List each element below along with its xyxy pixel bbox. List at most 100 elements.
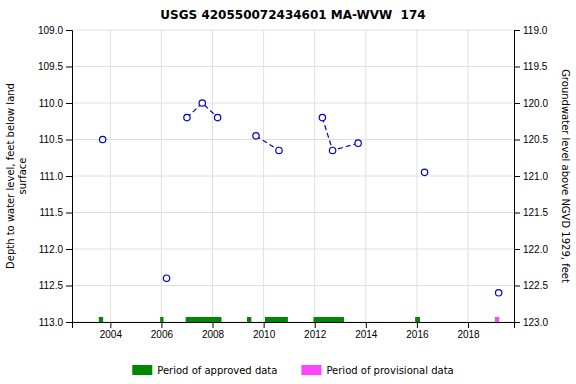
legend-item: Period of provisional data: [301, 365, 453, 376]
tick: 122.0: [514, 244, 548, 255]
tick-label: 2010: [253, 329, 276, 340]
tick: 110.5: [39, 134, 72, 145]
grid-line: [72, 249, 514, 250]
tick: 2014: [355, 322, 378, 340]
tick-label: 121.0: [523, 171, 548, 182]
tick-label: 2004: [100, 329, 123, 340]
tick-mark: [66, 213, 72, 214]
chart: 20042006200820102012201420162018109.0109…: [0, 0, 576, 384]
tick: 2010: [253, 322, 276, 340]
axis-line: [73, 323, 515, 329]
axis-line: [66, 31, 73, 323]
grid-line: [72, 176, 514, 177]
tick-mark: [66, 30, 72, 31]
tick-label: 112.5: [39, 280, 64, 291]
point: [421, 169, 427, 175]
tick-label: 109.0: [38, 25, 63, 36]
tick: 109.5: [38, 61, 72, 72]
tick: 111.5: [39, 207, 72, 218]
legend-swatch: [132, 365, 152, 375]
tick-mark: [110, 322, 111, 328]
point: [99, 136, 105, 142]
tick: 121.0: [514, 171, 548, 182]
tick: 112.0: [39, 244, 72, 255]
x-axis: 2004 2006 2008 2010 2012 2014 2016 2018: [73, 322, 515, 340]
tick: 112.5: [39, 280, 72, 291]
period-bar: [265, 317, 288, 322]
tick-mark: [514, 30, 520, 31]
tick-mark: [213, 322, 214, 328]
tick-mark: [264, 322, 265, 328]
point: [355, 140, 361, 146]
axis-line: [515, 31, 521, 323]
tick: 113.0: [39, 317, 72, 328]
tick-mark: [514, 322, 520, 323]
tick-mark: [66, 322, 72, 323]
legend-label: Period of approved data: [157, 365, 277, 376]
tick-label: 109.5: [38, 61, 63, 72]
tick-mark: [66, 67, 72, 68]
tick-mark: [66, 286, 72, 287]
tick-label: 2014: [355, 329, 378, 340]
tick-mark: [417, 322, 418, 328]
tick: 119.0: [514, 25, 548, 36]
legend-item: Period of approved data: [132, 365, 277, 376]
tick: 111.0: [39, 171, 72, 182]
y-axis-title: Depth to water level, feet below landsur…: [5, 83, 28, 269]
tick: 120.0: [514, 98, 548, 109]
tick-mark: [66, 176, 72, 177]
tick-mark: [468, 322, 469, 328]
tick: 109.0: [38, 25, 72, 36]
tick-mark: [514, 67, 520, 68]
point: [329, 147, 335, 153]
tick: 2016: [406, 322, 429, 340]
point: [214, 114, 220, 120]
tick-label: 121.5: [523, 207, 548, 218]
plot: 20042006200820102012201420162018109.0109…: [38, 25, 548, 340]
tick-label: 120.0: [523, 98, 548, 109]
tick-mark: [66, 140, 72, 141]
tick-label: 2018: [457, 329, 480, 340]
tick: 119.5: [514, 61, 548, 72]
tick-mark: [66, 103, 72, 104]
tick-label: 111.5: [39, 207, 63, 218]
point: [253, 133, 259, 139]
data: [99, 100, 502, 322]
period-bar: [99, 317, 103, 322]
tick-label: 120.5: [523, 134, 548, 145]
tick: 2006: [151, 322, 174, 340]
point: [163, 275, 169, 281]
point: [319, 114, 325, 120]
tick-label: 110.5: [39, 134, 64, 145]
grid-line: [72, 66, 514, 67]
tick: 123.0: [514, 317, 548, 328]
tick-label: 2012: [304, 329, 327, 340]
tick-label: 112.0: [39, 244, 64, 255]
tick-label: 119.5: [523, 61, 548, 72]
tick-label: 122.5: [523, 280, 548, 291]
tick-label: 122.0: [523, 244, 548, 255]
tick-mark: [514, 249, 520, 250]
tick-mark: [514, 103, 520, 104]
tick-label: 113.0: [39, 317, 64, 328]
line: [322, 118, 358, 151]
tick: 2008: [202, 322, 225, 340]
tick-label: 110.0: [39, 98, 64, 109]
tick-mark: [66, 249, 72, 250]
grid: [72, 30, 514, 322]
tick-mark: [514, 176, 520, 177]
tick: 2018: [457, 322, 480, 340]
y-axis: 109.0 109.5 110.0 110.5 111.0 111.5 112.0 112.5…: [38, 25, 73, 328]
tick-label: 2016: [406, 329, 429, 340]
grid-line: [72, 285, 514, 286]
point: [199, 100, 205, 106]
tick: 2004: [100, 322, 123, 340]
legend-label: Period of provisional data: [326, 365, 453, 376]
point: [184, 114, 190, 120]
tick-mark: [366, 322, 367, 328]
period-bar: [247, 317, 251, 322]
period-bar: [186, 317, 222, 322]
tick-mark: [514, 140, 520, 141]
grid-line: [72, 103, 514, 104]
title: USGS 420550072434601 MA-WVW 174: [160, 8, 425, 22]
